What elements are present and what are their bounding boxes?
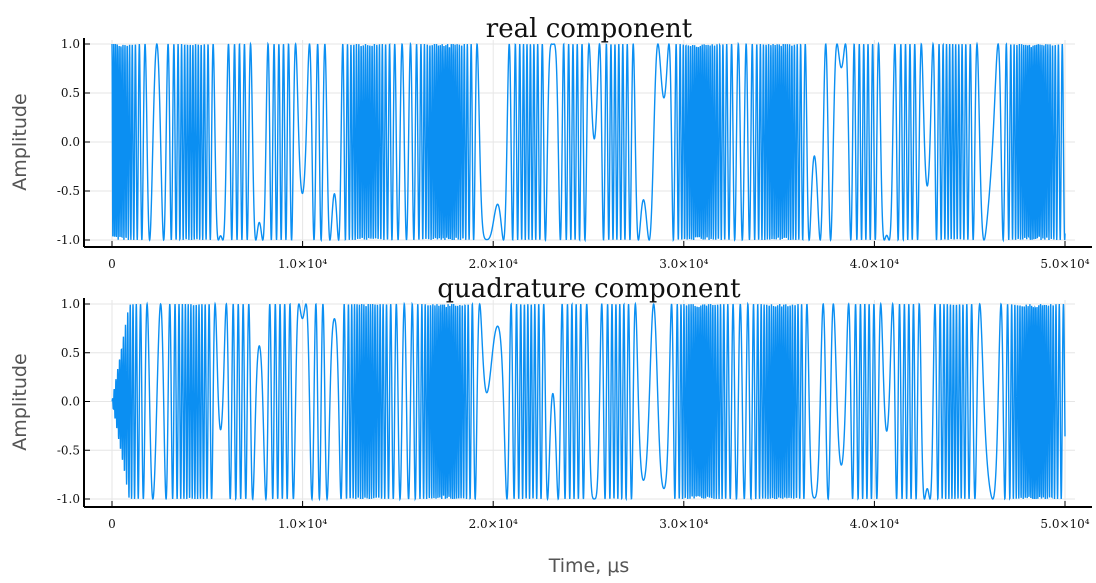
- x-tick-label: 2.0×10⁴: [469, 517, 518, 531]
- y-axis-label: Amplitude: [9, 353, 31, 450]
- y-tick-label: 1.0: [61, 297, 80, 311]
- x-tick-label: 2.0×10⁴: [469, 257, 518, 271]
- x-tick-label: 4.0×10⁴: [850, 517, 899, 531]
- y-tick-label: -1.0: [57, 492, 80, 506]
- y-tick-label: 0.5: [61, 346, 80, 360]
- x-tick-label: 0: [108, 257, 116, 271]
- x-axis-label: Time, μs: [548, 555, 630, 577]
- x-tick-label: 4.0×10⁴: [850, 257, 899, 271]
- chart-title: real component: [486, 14, 693, 44]
- y-tick-label: -0.5: [57, 184, 80, 198]
- y-tick-label: 1.0: [61, 37, 80, 51]
- y-tick-label: 0.0: [61, 395, 80, 409]
- x-tick-label: 3.0×10⁴: [659, 257, 708, 271]
- x-tick-label: 0: [108, 517, 116, 531]
- x-tick-label: 3.0×10⁴: [659, 517, 708, 531]
- y-tick-label: 0.0: [61, 135, 80, 149]
- y-tick-label: -0.5: [57, 443, 80, 457]
- x-tick-label: 5.0×10⁴: [1040, 517, 1089, 531]
- real-component-panel: real component Amplitude -1.0 -0.5 0.0 0.5 1…: [9, 14, 1092, 271]
- signal-line: [111, 41, 1066, 243]
- y-axis-label: Amplitude: [9, 93, 31, 190]
- y-tick-label: 0.5: [61, 86, 80, 100]
- signal-line: [111, 301, 1066, 502]
- y-tick-label: -1.0: [57, 233, 80, 247]
- x-tick-label: 1.0×10⁴: [278, 517, 327, 531]
- chart-title: quadrature component: [437, 274, 741, 304]
- x-tick-label: 1.0×10⁴: [278, 257, 327, 271]
- quadrature-component-panel: quadrature component Amplitude -1.0 -0.5 0…: [9, 274, 1092, 531]
- x-tick-label: 5.0×10⁴: [1040, 257, 1089, 271]
